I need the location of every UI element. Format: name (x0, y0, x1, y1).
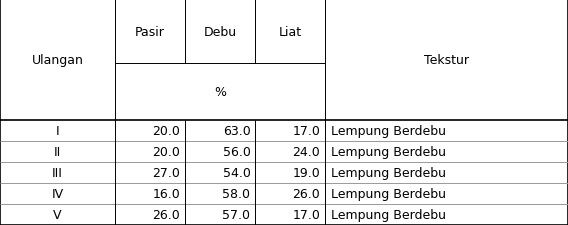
Text: II: II (54, 145, 61, 158)
Text: Lempung Berdebu: Lempung Berdebu (331, 166, 445, 179)
Text: Tekstur: Tekstur (424, 54, 469, 67)
Text: 57.0: 57.0 (223, 208, 250, 221)
Text: I: I (56, 124, 59, 137)
Text: 27.0: 27.0 (152, 166, 180, 179)
Text: 17.0: 17.0 (293, 208, 320, 221)
Text: Pasir: Pasir (135, 26, 165, 38)
Text: 20.0: 20.0 (152, 124, 180, 137)
Text: Ulangan: Ulangan (31, 54, 83, 67)
Text: IV: IV (51, 187, 64, 200)
Text: V: V (53, 208, 61, 221)
Text: 56.0: 56.0 (223, 145, 250, 158)
Text: 26.0: 26.0 (293, 187, 320, 200)
Text: 54.0: 54.0 (223, 166, 250, 179)
Text: Lempung Berdebu: Lempung Berdebu (331, 124, 445, 137)
Text: 58.0: 58.0 (223, 187, 250, 200)
Text: Lempung Berdebu: Lempung Berdebu (331, 208, 445, 221)
Text: 63.0: 63.0 (223, 124, 250, 137)
Text: 16.0: 16.0 (152, 187, 180, 200)
Text: Lempung Berdebu: Lempung Berdebu (331, 187, 445, 200)
Text: %: % (214, 86, 226, 99)
Text: Lempung Berdebu: Lempung Berdebu (331, 145, 445, 158)
Text: 20.0: 20.0 (152, 145, 180, 158)
Text: III: III (52, 166, 63, 179)
Text: 19.0: 19.0 (293, 166, 320, 179)
Text: Liat: Liat (278, 26, 302, 38)
Text: Debu: Debu (203, 26, 236, 38)
Text: 24.0: 24.0 (293, 145, 320, 158)
Text: 26.0: 26.0 (152, 208, 180, 221)
Text: 17.0: 17.0 (293, 124, 320, 137)
